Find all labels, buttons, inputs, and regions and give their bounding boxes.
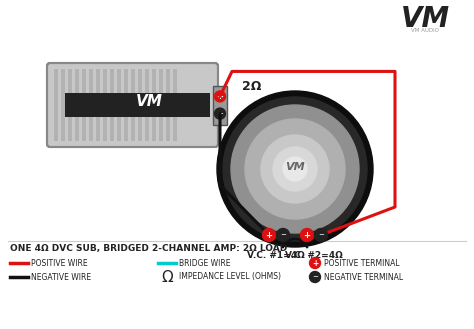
Text: VM: VM — [136, 93, 163, 109]
Text: V.C. #2=4Ω: V.C. #2=4Ω — [285, 251, 343, 260]
Bar — [117, 69, 121, 141]
Text: −: − — [217, 111, 223, 116]
Circle shape — [276, 229, 290, 241]
Text: −: − — [318, 232, 324, 238]
Text: VM AUDIO: VM AUDIO — [411, 29, 439, 34]
Circle shape — [261, 135, 329, 203]
FancyBboxPatch shape — [47, 63, 218, 147]
Circle shape — [215, 91, 226, 102]
Polygon shape — [65, 93, 210, 117]
Text: +: + — [217, 92, 224, 101]
Text: Ω: Ω — [161, 269, 173, 285]
Text: V.C. #1=4Ω: V.C. #1=4Ω — [247, 251, 305, 260]
Bar — [75, 69, 79, 141]
Bar — [124, 69, 128, 141]
Bar — [131, 69, 135, 141]
Bar — [152, 69, 156, 141]
Bar — [54, 69, 58, 141]
Circle shape — [310, 258, 320, 268]
Bar — [110, 69, 114, 141]
Bar — [159, 69, 163, 141]
Circle shape — [315, 229, 328, 241]
Circle shape — [263, 229, 275, 241]
Bar — [213, 86, 227, 124]
Text: NEGATIVE TERMINAL: NEGATIVE TERMINAL — [324, 272, 403, 282]
Bar — [103, 69, 107, 141]
Bar — [89, 69, 93, 141]
Text: +: + — [312, 259, 318, 267]
Text: VM: VM — [401, 5, 449, 33]
Text: ONE 4Ω DVC SUB, BRIDGED 2-CHANNEL AMP: 2Ω LOAD: ONE 4Ω DVC SUB, BRIDGED 2-CHANNEL AMP: 2… — [10, 244, 287, 254]
Circle shape — [310, 271, 320, 283]
Text: NEGATIVE WIRE: NEGATIVE WIRE — [31, 272, 91, 282]
Circle shape — [283, 157, 307, 181]
Text: BRIDGE WIRE: BRIDGE WIRE — [179, 259, 230, 267]
Circle shape — [301, 229, 313, 241]
Text: 2Ω: 2Ω — [242, 80, 261, 93]
Bar — [61, 69, 65, 141]
Bar — [166, 69, 170, 141]
Bar — [96, 69, 100, 141]
Text: −: − — [312, 274, 318, 280]
Text: +: + — [303, 231, 310, 240]
Circle shape — [217, 91, 373, 247]
Circle shape — [231, 105, 359, 233]
Bar — [173, 69, 177, 141]
Bar — [68, 69, 72, 141]
Text: POSITIVE TERMINAL: POSITIVE TERMINAL — [324, 259, 400, 267]
Circle shape — [245, 119, 345, 219]
Bar — [145, 69, 149, 141]
Text: +: + — [265, 231, 273, 240]
Text: −: − — [280, 232, 286, 238]
Circle shape — [273, 147, 317, 191]
Text: POSITIVE WIRE: POSITIVE WIRE — [31, 259, 88, 267]
Circle shape — [215, 108, 226, 119]
Bar — [138, 69, 142, 141]
Text: IMPEDANCE LEVEL (OHMS): IMPEDANCE LEVEL (OHMS) — [179, 272, 281, 282]
Bar — [82, 69, 86, 141]
Text: VM: VM — [285, 162, 305, 172]
Circle shape — [223, 97, 367, 241]
